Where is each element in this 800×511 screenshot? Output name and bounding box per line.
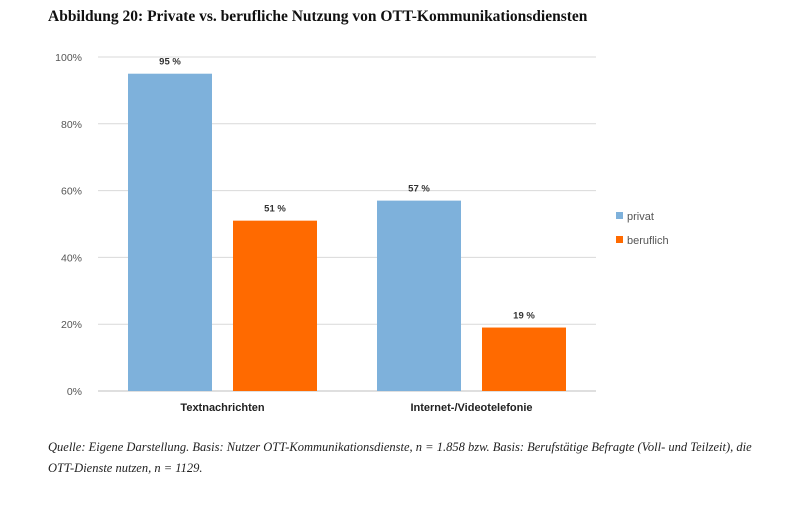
label-layer: 0% 20% 40% 60% 80% 100% 95 % 51 % Textnachrichte… bbox=[55, 52, 535, 414]
source-note: Quelle: Eigene Darstellung. Basis: Nutze… bbox=[48, 440, 752, 475]
legend-swatch-beruflich bbox=[616, 236, 623, 243]
y-tick-label: 80% bbox=[61, 119, 82, 131]
data-label: 19 % bbox=[513, 311, 535, 322]
bar-beruflich-1 bbox=[233, 220, 317, 391]
bar-privat-1 bbox=[128, 73, 212, 391]
category-label: Internet-/Videotelefonie bbox=[410, 402, 532, 414]
data-label: 51 % bbox=[264, 204, 286, 215]
y-tick-label: 40% bbox=[61, 252, 82, 264]
y-tick-label: 20% bbox=[61, 319, 82, 331]
legend: privat beruflich bbox=[616, 211, 669, 247]
y-tick-label: 60% bbox=[61, 186, 82, 198]
bar-privat-2 bbox=[377, 200, 461, 391]
legend-label-beruflich: beruflich bbox=[627, 235, 669, 247]
figure-title: Abbildung 20: Private vs. berufliche Nut… bbox=[48, 8, 588, 25]
bar-layer bbox=[128, 73, 566, 391]
bar-beruflich-2 bbox=[482, 327, 566, 391]
legend-swatch-privat bbox=[616, 212, 623, 219]
legend-label-privat: privat bbox=[627, 211, 654, 223]
data-label: 57 % bbox=[408, 184, 430, 195]
y-tick-label: 100% bbox=[55, 52, 82, 64]
data-label: 95 % bbox=[159, 57, 181, 68]
category-label: Textnachrichten bbox=[180, 402, 264, 414]
bar-chart: 0% 20% 40% 60% 80% 100% 95 % 51 % Textnachrichte… bbox=[55, 52, 669, 414]
y-tick-label: 0% bbox=[67, 386, 82, 398]
